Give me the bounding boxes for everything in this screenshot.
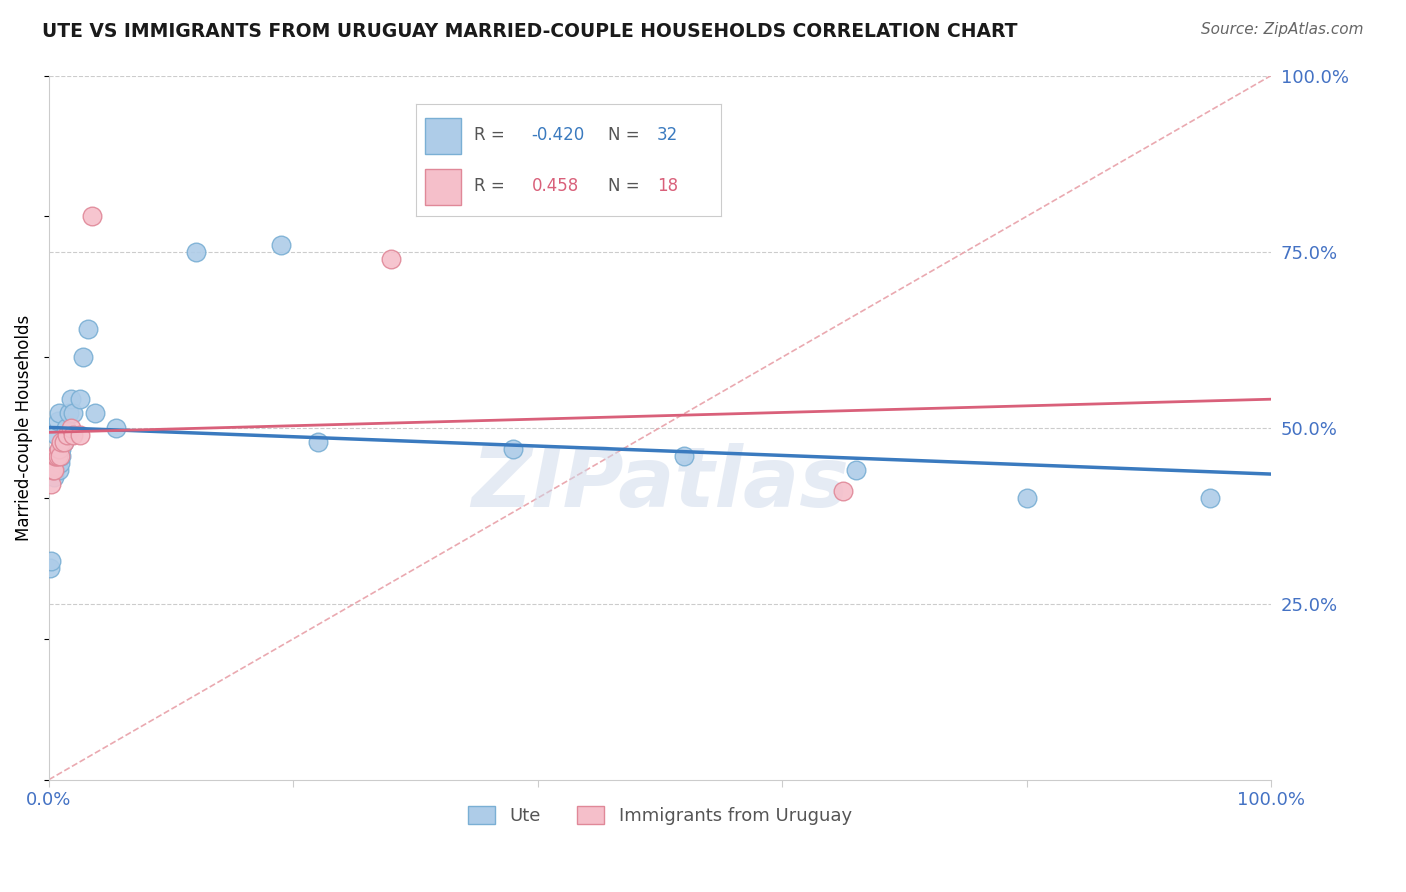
- Point: [59, 420, 82, 434]
- Point: [41, 476, 63, 491]
- Point: [45, 427, 67, 442]
- Point: [59, 392, 82, 407]
- Point: [46, 449, 69, 463]
- Point: [41, 463, 63, 477]
- Point: [39, 463, 62, 477]
- Point: [62, 427, 84, 442]
- Point: [673, 449, 696, 463]
- Point: [184, 244, 207, 259]
- Point: [44, 463, 66, 477]
- Point: [52, 434, 75, 449]
- Point: [105, 420, 128, 434]
- Point: [42, 463, 65, 477]
- Point: [69, 392, 91, 407]
- Point: [49, 442, 72, 456]
- Point: [832, 483, 855, 498]
- Point: [58, 407, 80, 421]
- Legend: Ute, Immigrants from Uruguay: Ute, Immigrants from Uruguay: [460, 797, 860, 834]
- Point: [49, 456, 72, 470]
- Text: UTE VS IMMIGRANTS FROM URUGUAY MARRIED-COUPLE HOUSEHOLDS CORRELATION CHART: UTE VS IMMIGRANTS FROM URUGUAY MARRIED-C…: [42, 22, 1018, 41]
- Point: [48, 442, 70, 456]
- Point: [45, 449, 67, 463]
- Point: [77, 322, 100, 336]
- Point: [49, 449, 72, 463]
- Point: [55, 420, 77, 434]
- Point: [51, 449, 73, 463]
- Text: Source: ZipAtlas.com: Source: ZipAtlas.com: [1201, 22, 1364, 37]
- Point: [46, 413, 69, 427]
- Point: [45, 449, 67, 463]
- Point: [80, 210, 103, 224]
- Point: [72, 350, 94, 364]
- Point: [48, 463, 70, 477]
- Point: [56, 427, 79, 442]
- Point: [380, 252, 402, 266]
- Point: [44, 449, 66, 463]
- Point: [1015, 491, 1038, 505]
- Point: [307, 434, 329, 449]
- Point: [41, 449, 63, 463]
- Point: [48, 407, 70, 421]
- Point: [52, 434, 75, 449]
- Y-axis label: Married-couple Households: Married-couple Households: [15, 315, 32, 541]
- Point: [84, 407, 107, 421]
- Point: [1199, 491, 1222, 505]
- Text: ZIPatlas: ZIPatlas: [471, 443, 849, 524]
- Point: [62, 407, 84, 421]
- Point: [42, 470, 65, 484]
- Point: [69, 427, 91, 442]
- Point: [51, 434, 73, 449]
- Point: [41, 554, 63, 568]
- Point: [502, 442, 524, 456]
- Point: [845, 463, 868, 477]
- Point: [51, 442, 73, 456]
- Point: [39, 561, 62, 575]
- Point: [270, 237, 292, 252]
